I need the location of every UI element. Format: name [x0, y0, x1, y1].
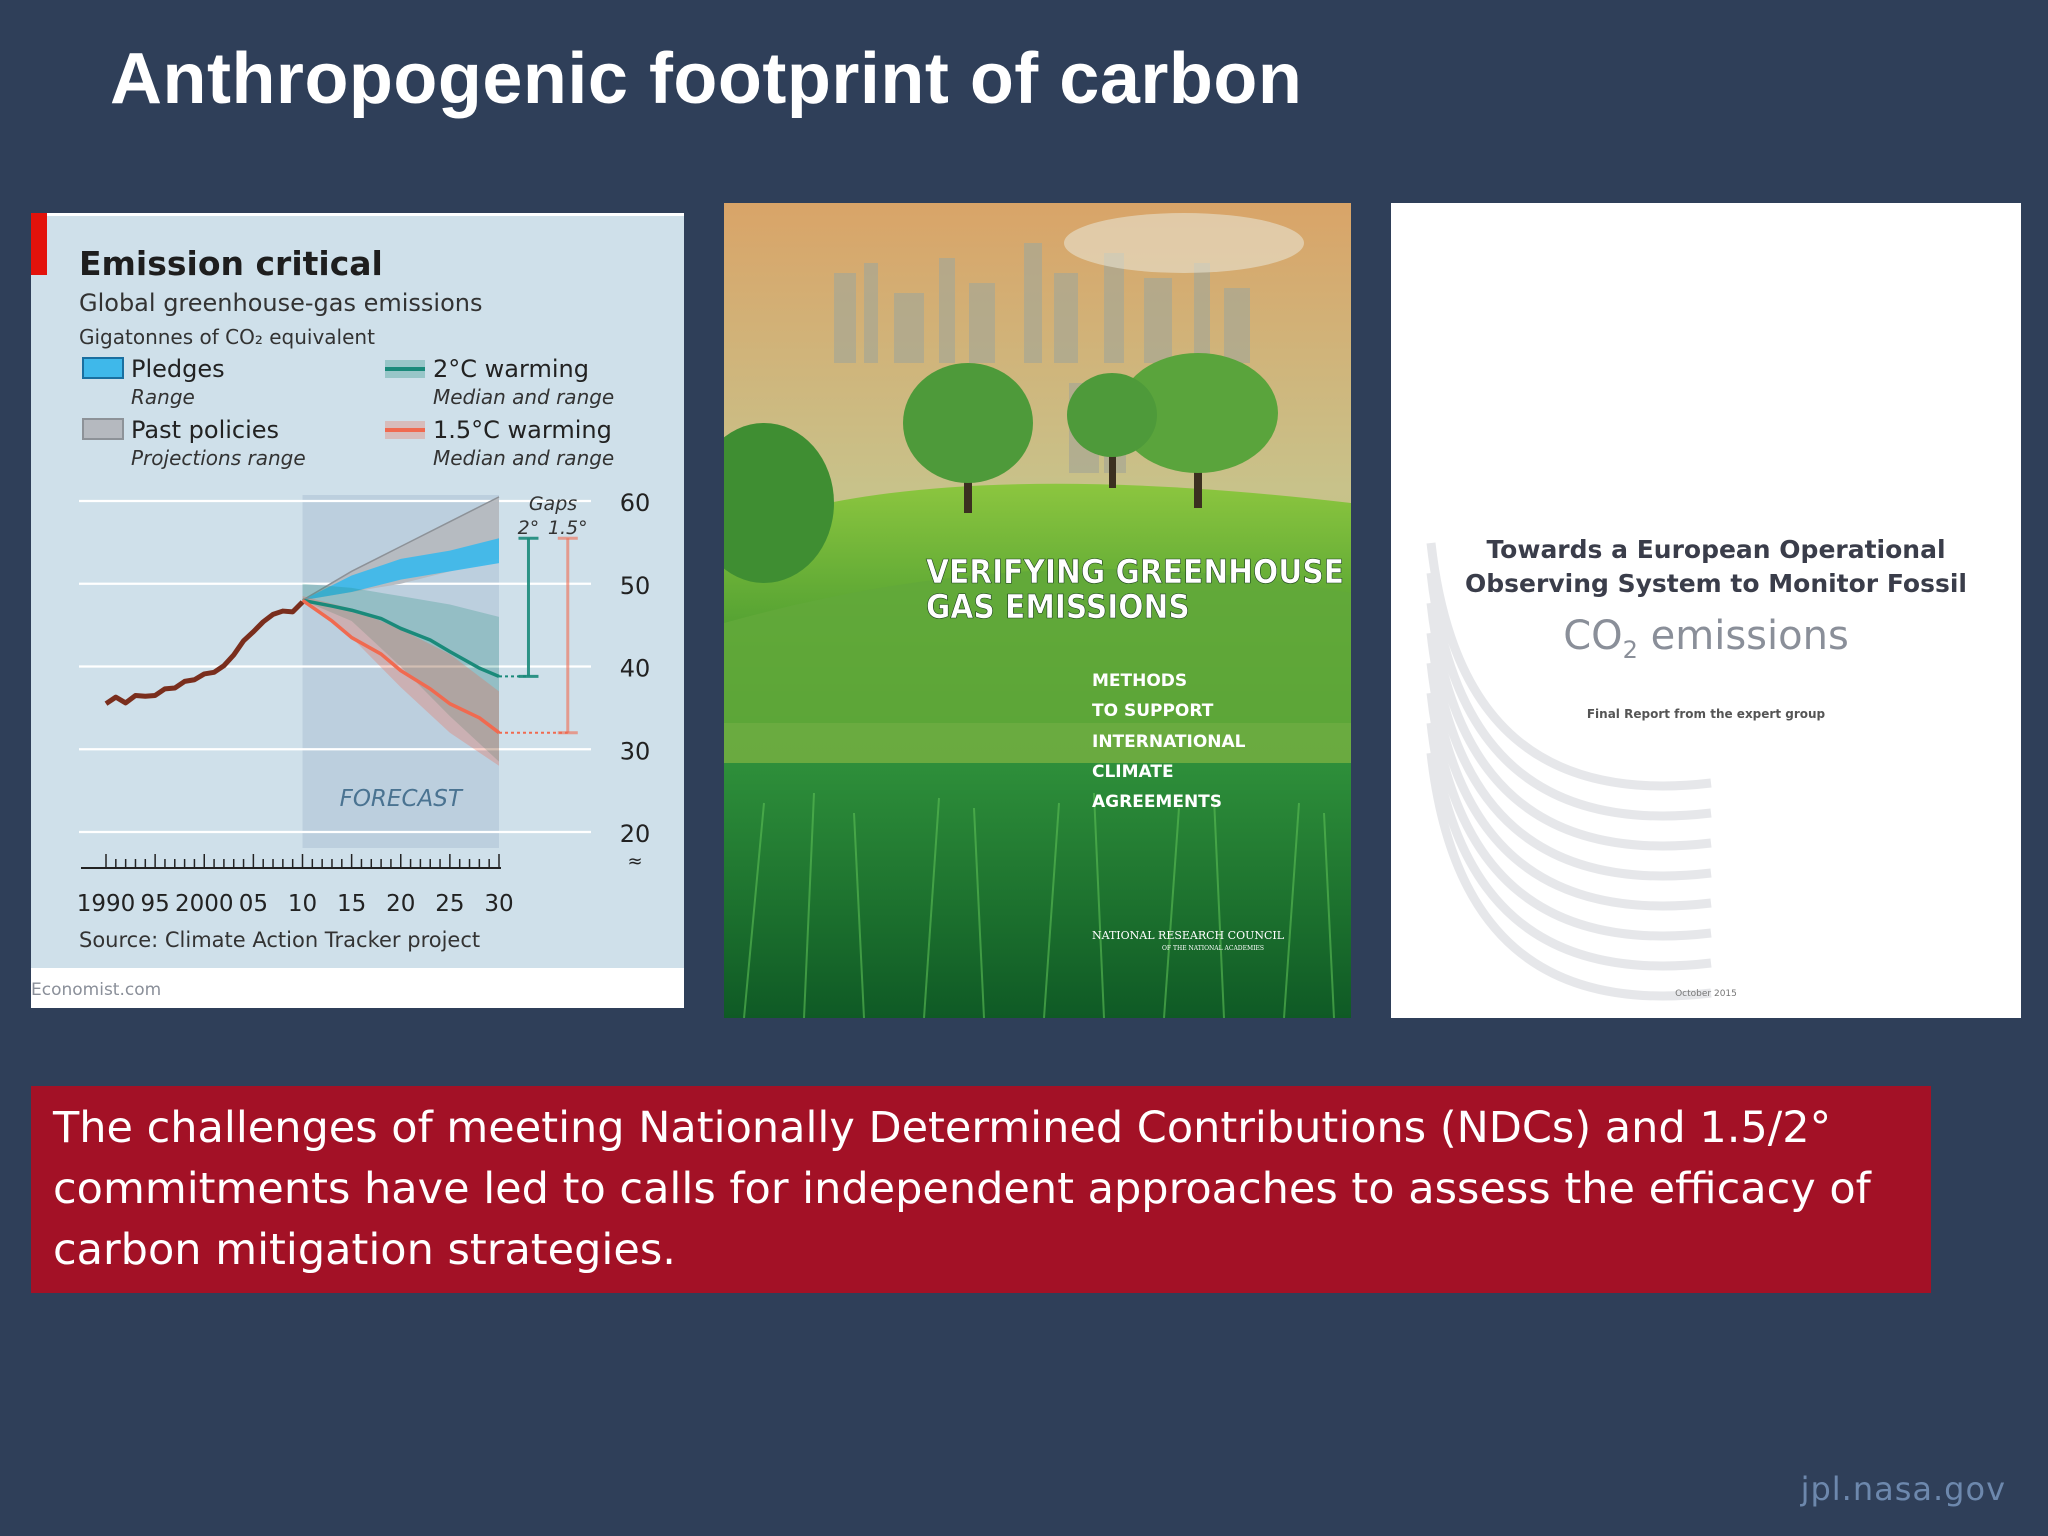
chart-credit: Economist.com — [31, 980, 161, 1000]
chart-subtitle: Global greenhouse-gas emissions — [79, 289, 483, 317]
gaps-label: Gaps — [529, 493, 577, 515]
legend-label-pledges: Pledges — [131, 355, 225, 383]
emission-chart: Emission critical Global greenhouse-gas … — [31, 213, 684, 1000]
nrc-subtitle: METHODS TO SUPPORT INTERNATIONAL CLIMATE… — [1092, 671, 1246, 812]
legend-swatch-pledges — [82, 357, 124, 379]
eu-report-co2-heading: CO2 emissions — [1563, 613, 1849, 664]
chart-source: Source: Climate Action Tracker project — [79, 928, 480, 952]
y-tick-label-50: 50 — [620, 572, 651, 600]
x-tick-label-1995: 95 — [140, 891, 169, 917]
legend-sublabel-past_policies: Projections range — [131, 446, 306, 470]
eu-report-title: Towards a European Operational Observing… — [1465, 535, 1967, 598]
past-policies-band — [302, 496, 499, 601]
x-tick-label-2015: 15 — [337, 891, 366, 917]
legend-label-warming_15c: 1.5°C warming — [433, 416, 612, 444]
forecast-label: FORECAST — [340, 786, 464, 812]
warming-15c-median-line — [301, 598, 501, 735]
slide-title: Anthropogenic footprint of carbon — [110, 39, 1303, 119]
x-tick-label-2010: 10 — [288, 891, 317, 917]
gap-label-0: 2° — [518, 517, 540, 539]
x-tick-label-2000: 2000 — [175, 891, 234, 917]
nrc-title-line1: VERIFYING GREENHOUSE — [926, 552, 1344, 591]
ndc-callout: The challenges of meeting Nationally Det… — [31, 1086, 1931, 1293]
nrc-report-cover: VERIFYING GREENHOUSE GAS EMISSIONS METHO… — [724, 203, 1351, 1018]
pledges-band — [302, 538, 499, 601]
legend-sublabel-pledges: Range — [131, 385, 195, 409]
eu-report-subtitle: Final Report from the expert group — [1586, 707, 1826, 721]
past-policies-edge — [302, 496, 500, 601]
emission-chart-panel: Emission critical Global greenhouse-gas … — [31, 213, 684, 1008]
y-tick-label-40: 40 — [620, 655, 651, 683]
warming-15c-band — [302, 596, 499, 766]
gap-label-1: 1.5° — [548, 517, 588, 539]
eu-cover-waves-icon — [1426, 542, 1712, 1001]
legend-label-past_policies: Past policies — [131, 416, 279, 444]
y-tick-label-20: 20 — [620, 820, 651, 848]
x-tick-label-2020: 20 — [386, 891, 415, 917]
svg-text:METHODS: METHODS — [1092, 671, 1187, 691]
eu-report-cover: Towards a European Operational Observing… — [1391, 203, 2021, 1018]
x-tick-label-2025: 25 — [435, 891, 464, 917]
x-tick-label-2030: 30 — [484, 891, 513, 917]
svg-text:TO SUPPORT: TO SUPPORT — [1092, 701, 1214, 721]
chart-ylabel: Gigatonnes of CO₂ equivalent — [79, 325, 375, 349]
chart-title: Emission critical — [79, 244, 383, 283]
legend-label-warming_2c: 2°C warming — [433, 355, 589, 383]
eu-report-date: October 2015 — [1675, 989, 1737, 999]
svg-text:CLIMATE: CLIMATE — [1092, 762, 1174, 782]
nrc-publisher: NATIONAL RESEARCH COUNCIL — [1092, 929, 1285, 942]
y-tick-label-30: 30 — [620, 737, 651, 765]
nrc-title-line2: GAS EMISSIONS — [926, 587, 1190, 626]
y-tick-label-60: 60 — [620, 489, 651, 517]
warming-2c-band — [302, 583, 499, 762]
x-tick-label-1990: 1990 — [77, 891, 136, 917]
warming-2c-median-line — [302, 598, 500, 679]
nrc-publisher-sub: OF THE NATIONAL ACADEMIES — [1162, 945, 1264, 952]
legend-sublabel-warming_2c: Median and range — [433, 385, 614, 409]
svg-text:INTERNATIONAL: INTERNATIONAL — [1092, 732, 1246, 752]
footer-url[interactable]: jpl.nasa.gov — [1800, 1470, 2006, 1508]
svg-text:AGREEMENTS: AGREEMENTS — [1092, 792, 1222, 812]
accent-bar — [31, 213, 47, 275]
tree-icon — [724, 353, 1278, 583]
x-tick-label-2005: 05 — [239, 891, 268, 917]
legend-sublabel-warming_15c: Median and range — [433, 446, 614, 470]
history-line — [104, 600, 305, 706]
axis-break-icon: ≈ — [627, 851, 642, 872]
legend-swatch-past_policies — [82, 418, 124, 440]
